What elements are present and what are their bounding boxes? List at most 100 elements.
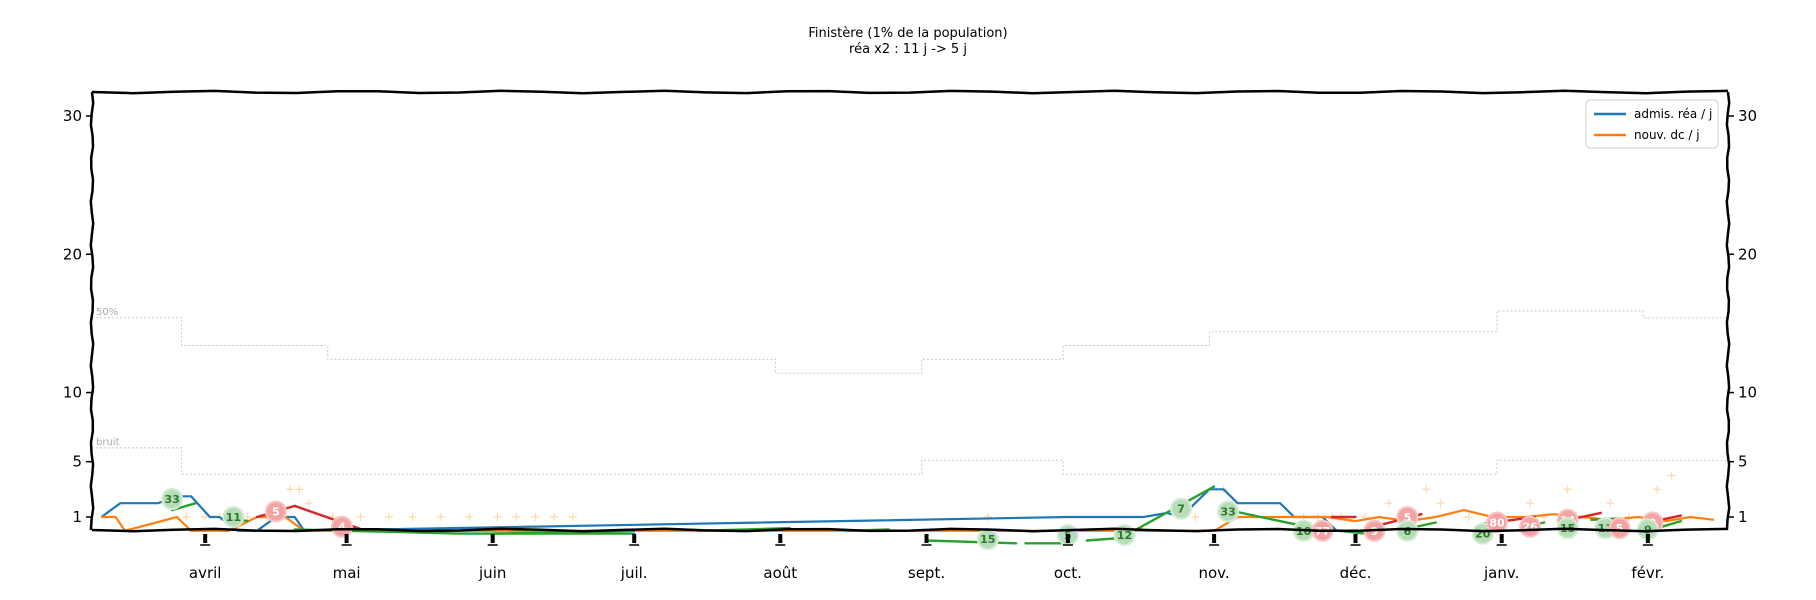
x-tick-label: avril xyxy=(189,564,222,582)
y-tick-label-left: 20 xyxy=(63,245,82,263)
badge-circle xyxy=(1486,511,1508,534)
plot-frame xyxy=(89,89,1731,533)
trend-segment xyxy=(925,539,1018,545)
background-marker xyxy=(568,513,577,521)
x-tick-label: juin xyxy=(478,564,506,582)
background-marker xyxy=(531,513,540,521)
background-marker xyxy=(408,513,417,521)
badge-circle xyxy=(1519,515,1541,538)
series-line xyxy=(101,509,1715,532)
badge-circle xyxy=(1396,519,1419,542)
x-tick-mark xyxy=(778,534,783,543)
threshold-line xyxy=(92,310,1728,374)
badge-label: 33 xyxy=(164,493,179,506)
background-marker xyxy=(243,513,252,521)
badge-label: 6 xyxy=(1404,525,1412,538)
y-tick-label-right: 1 xyxy=(1738,508,1748,526)
badge-circle xyxy=(161,488,184,510)
x-tick-mark xyxy=(1212,534,1217,543)
badge-label: 7 xyxy=(1177,503,1185,516)
background-marker xyxy=(1525,499,1534,508)
x-tick-label: janv. xyxy=(1483,564,1519,582)
legend-label: nouv. dc / j xyxy=(1634,128,1700,142)
background-marker xyxy=(201,513,210,521)
y-tick-label-right: 5 xyxy=(1738,453,1748,471)
badge-circle xyxy=(330,515,353,538)
badge-label: 5 xyxy=(1616,522,1624,535)
background-marker xyxy=(1464,513,1473,521)
background-marker xyxy=(304,499,313,508)
y-tick-label-left: 30 xyxy=(63,107,82,125)
x-tick-mark xyxy=(490,534,495,543)
y-tick-label-right: 10 xyxy=(1738,384,1757,402)
badge-label: 5 xyxy=(272,506,280,519)
x-tick-mark xyxy=(1065,534,1070,543)
background-marker xyxy=(356,513,365,521)
x-tick-mark xyxy=(1353,534,1358,543)
y-tick-label-left: 10 xyxy=(63,384,82,402)
threshold-lines: 50% bruit xyxy=(92,307,1728,475)
frame-left xyxy=(89,91,95,531)
badge-label: 20 xyxy=(1475,528,1491,541)
legend: admis. réa / j nouv. dc / j xyxy=(1585,99,1719,149)
frame-right xyxy=(1725,91,1731,531)
badge-label: 15 xyxy=(980,533,995,546)
background-marker xyxy=(1606,499,1615,508)
badge-label: 26 xyxy=(1522,521,1538,534)
chart-title: Finistère (1% de la population) xyxy=(808,26,1008,41)
background-marker xyxy=(550,513,559,521)
trend-segment xyxy=(1660,519,1683,528)
x-tick-mark xyxy=(203,534,208,543)
badge-label: 80 xyxy=(1489,517,1505,530)
background-marker xyxy=(1563,485,1572,494)
x-tick-label: oct. xyxy=(1054,564,1082,582)
x-tick-mark xyxy=(344,534,349,543)
background-marker xyxy=(493,513,502,521)
background-marker xyxy=(1191,513,1200,521)
badge-circle xyxy=(222,506,245,528)
badge-circle xyxy=(1608,517,1631,540)
x-tick-label: déc. xyxy=(1340,564,1372,582)
trend-segment xyxy=(293,504,367,532)
badge-circle xyxy=(264,500,287,523)
badge-label: 11 xyxy=(226,511,241,524)
threshold-line xyxy=(92,447,1728,475)
background-marker xyxy=(1436,499,1445,508)
series-lines xyxy=(100,488,1715,532)
background-marker xyxy=(295,485,304,494)
background-marker xyxy=(1384,499,1393,508)
badge-circle xyxy=(1471,522,1494,545)
x-tick-label: août xyxy=(763,564,797,582)
badge-label: 12 xyxy=(1117,529,1132,542)
x-tick-label: mai xyxy=(333,564,361,582)
x-tick-label: sept. xyxy=(908,564,945,582)
background-marker xyxy=(1422,485,1431,494)
badge-circle xyxy=(1170,497,1193,520)
value-badges: 331154155127331077956208026141511599 xyxy=(161,488,1664,551)
y-tick-label-left: 5 xyxy=(72,453,82,471)
background-marker xyxy=(1667,471,1676,480)
legend-label: admis. réa / j xyxy=(1634,107,1712,121)
x-tick-mark xyxy=(1499,534,1504,543)
x-tick-label: févr. xyxy=(1631,564,1664,582)
y-tick-label-left: 1 xyxy=(72,508,82,526)
chart-subtitle: réa x2 : 11 j -> 5 j xyxy=(849,42,967,57)
background-marker xyxy=(385,513,394,521)
badge-label: 33 xyxy=(1221,506,1236,519)
threshold-label: bruit xyxy=(96,437,120,448)
threshold-label: 50% xyxy=(96,307,118,318)
frame-bottom xyxy=(91,527,1729,533)
x-tick-mark xyxy=(632,534,637,543)
background-marker xyxy=(512,513,521,521)
background-marker xyxy=(465,513,474,521)
background-marker xyxy=(436,513,445,521)
x-tick-label: juil. xyxy=(620,564,648,582)
series-line xyxy=(100,488,1347,532)
x-tick-mark xyxy=(924,534,929,543)
y-tick-label-right: 30 xyxy=(1738,107,1757,125)
badge-label: 4 xyxy=(338,521,346,534)
x-tick-label: nov. xyxy=(1199,564,1230,582)
background-marker xyxy=(1653,485,1662,494)
